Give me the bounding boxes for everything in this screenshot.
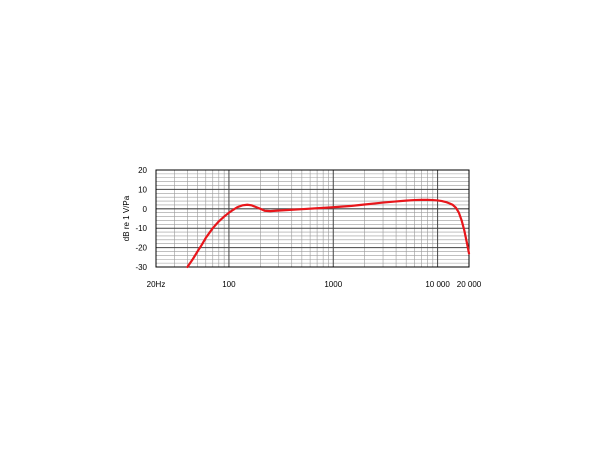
y-tick-label: 0 (143, 205, 148, 214)
x-tick-label: 1000 (324, 280, 342, 289)
x-tick-label: 10 000 (425, 280, 450, 289)
frequency-response-line (186, 198, 471, 269)
y-tick-labels: 20 10 0 -10 -20 -30 (135, 166, 147, 272)
y-tick-label: 10 (138, 185, 147, 194)
x-tick-label: 100 (222, 280, 236, 289)
series-layer (186, 198, 471, 269)
x-tick-labels: 20Hz 100 1000 10 000 20 000 (147, 280, 482, 289)
minor-grid (155, 170, 470, 267)
x-tick-label: 20 000 (457, 280, 482, 289)
y-axis-label: dB re 1 V/Pa (122, 195, 131, 241)
x-tick-label: 20Hz (147, 280, 166, 289)
major-grid (156, 169, 469, 268)
y-tick-label: -20 (135, 244, 147, 253)
y-tick-label: -30 (135, 263, 147, 272)
y-tick-label: -10 (135, 224, 147, 233)
plot-frame (155, 169, 470, 268)
y-tick-label: 20 (138, 166, 147, 175)
